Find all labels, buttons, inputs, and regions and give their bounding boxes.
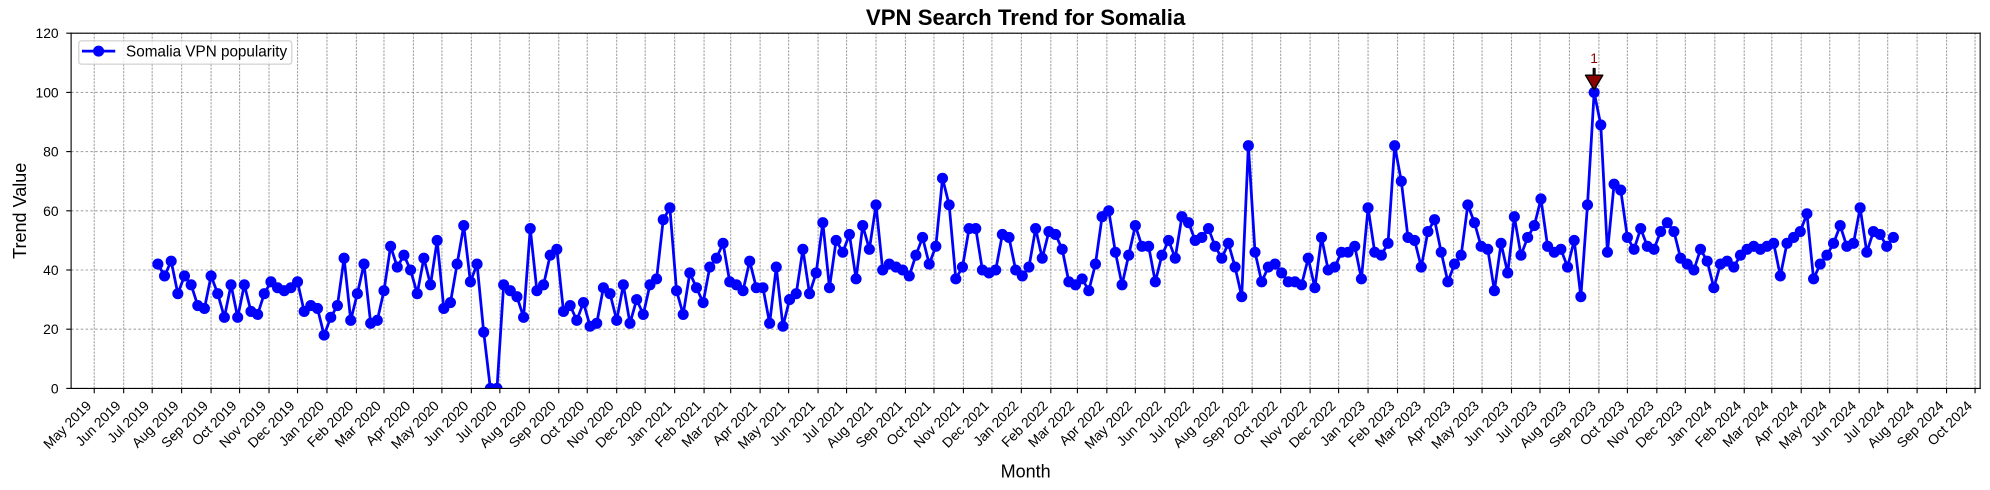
svg-text:Somalia VPN popularity: Somalia VPN popularity xyxy=(126,43,287,60)
svg-text:20: 20 xyxy=(43,321,59,337)
svg-text:60: 60 xyxy=(43,203,59,219)
svg-text:40: 40 xyxy=(43,262,59,278)
svg-text:100: 100 xyxy=(35,84,58,100)
svg-text:Month: Month xyxy=(1001,461,1051,481)
svg-text:VPN Search Trend for Somalia: VPN Search Trend for Somalia xyxy=(866,5,1186,30)
svg-text:0: 0 xyxy=(51,380,59,396)
svg-text:80: 80 xyxy=(43,144,59,160)
svg-text:Trend Value: Trend Value xyxy=(10,163,30,259)
svg-text:1: 1 xyxy=(1590,50,1598,66)
svg-text:120: 120 xyxy=(35,25,58,41)
